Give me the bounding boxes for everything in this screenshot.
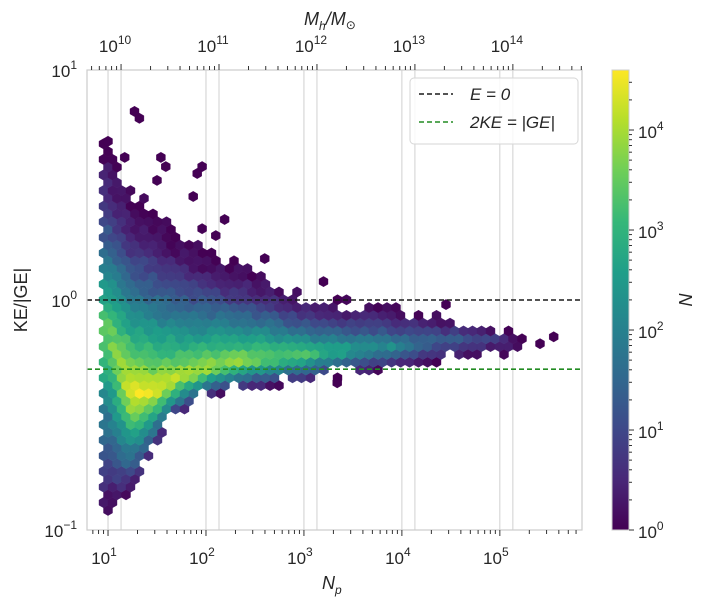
- hexbin-cell: [431, 309, 442, 321]
- hexbin-cell-isolated: [332, 377, 342, 389]
- hexbin-cell: [517, 333, 527, 345]
- hexbin-cell: [125, 185, 136, 197]
- y-axis-label: KE/|GE|: [11, 268, 31, 332]
- x-axis-label: Np: [322, 573, 342, 597]
- colorbar-ticks: 100 101 102 103 104: [629, 81, 664, 542]
- hexbin-cell: [161, 216, 172, 228]
- hexbin-cell: [391, 302, 401, 314]
- legend-virial-label: 2KE = |GE|: [469, 113, 555, 132]
- hexbin-cell-isolated: [192, 168, 202, 179]
- hexbin-cell-isolated: [129, 105, 140, 117]
- x-tick-label: 101: [91, 545, 117, 568]
- hexbin-cell: [206, 247, 217, 259]
- hexbin-cell: [139, 192, 149, 204]
- hexbin-cell: [445, 317, 455, 329]
- top-axis-label: Mh/M⊙: [304, 9, 356, 33]
- y-tick-label: 10−1: [44, 518, 77, 541]
- hexbin-cell: [229, 255, 239, 267]
- hexbin-cell: [193, 239, 203, 251]
- hexbin-cell-isolated: [197, 223, 207, 235]
- y-tick-label: 101: [51, 58, 77, 81]
- hexbin-cells: [98, 105, 559, 516]
- colorbar-tick-label: 100: [638, 519, 664, 542]
- hexbin-cell-isolated: [441, 299, 451, 311]
- colorbar-gradient: [611, 69, 630, 531]
- hexbin-cell-isolated: [318, 276, 329, 288]
- hexbin-cell-isolated: [152, 174, 162, 186]
- colorbar-tick-label: 102: [638, 319, 664, 342]
- top-tick-label: 1013: [393, 33, 426, 56]
- colorbar-tick-label: 104: [638, 119, 664, 142]
- hexbin-cell: [503, 325, 514, 337]
- y-tick-label: 100: [51, 288, 77, 311]
- hexbin-cell-isolated: [211, 230, 221, 242]
- hexbin-cell: [256, 270, 266, 282]
- x-tick-label: 104: [385, 545, 411, 568]
- axis-ticks: 101 102 103 104 105 1010 1011 1012 1013 1014 10−1 1…: [44, 33, 582, 568]
- hexbin-cell: [413, 309, 424, 321]
- colorbar-label: N: [676, 293, 696, 307]
- x-tick-label: 103: [287, 545, 313, 568]
- hexbin-cell-isolated: [260, 253, 270, 265]
- reference-lines: [87, 299, 582, 371]
- hexbin-cell-isolated: [535, 338, 545, 350]
- hexbin-cell-isolated: [156, 151, 166, 163]
- hexbin-cell-isolated: [197, 161, 207, 173]
- top-tick-label: 1012: [295, 33, 328, 56]
- colorbar: 100 101 102 103 104 N: [611, 69, 696, 542]
- top-tick-label: 1010: [99, 33, 132, 56]
- hexbin-cell: [242, 263, 253, 275]
- hexbin-cell-isolated: [103, 135, 113, 147]
- hexbin-cell-isolated: [134, 112, 145, 124]
- hexbin-cell-isolated: [219, 214, 230, 225]
- hexbin-cell-isolated: [549, 331, 559, 343]
- x-tick-label: 105: [483, 545, 509, 568]
- legend: E = 0 2KE = |GE|: [409, 77, 579, 145]
- colorbar-tick-label: 103: [638, 219, 664, 242]
- hexbin-cell: [485, 325, 496, 337]
- hexbin-cell-isolated: [161, 161, 171, 173]
- hexbin-cell-isolated: [120, 151, 130, 163]
- hexbin-cell: [292, 286, 302, 298]
- hexbin-cell-isolated: [188, 191, 198, 202]
- top-tick-label: 1011: [197, 33, 229, 56]
- colorbar-tick-label: 101: [638, 419, 664, 442]
- legend-e0-label: E = 0: [470, 85, 511, 104]
- hexbin-cell: [148, 208, 158, 220]
- top-tick-label: 1014: [491, 33, 524, 56]
- hexbin-cell: [274, 286, 284, 298]
- x-tick-label: 102: [189, 545, 215, 568]
- plot-frame: [86, 69, 583, 531]
